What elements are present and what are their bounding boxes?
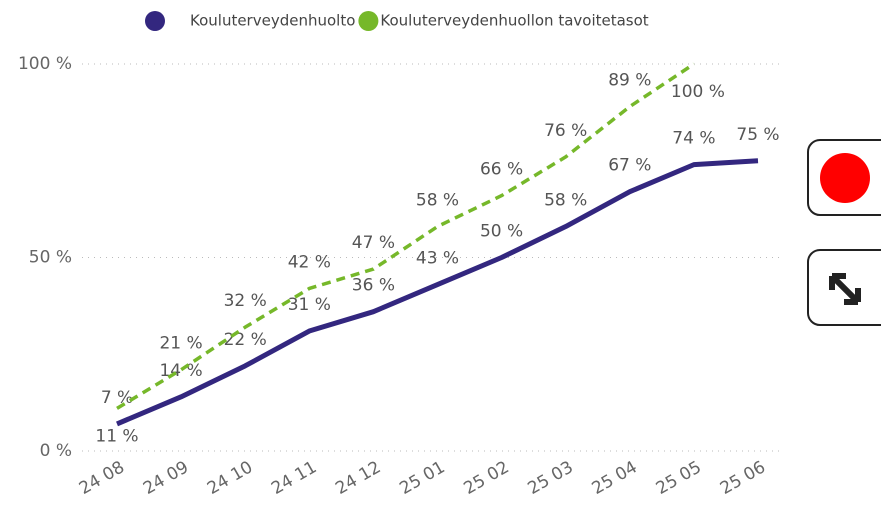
- legend-marker: [358, 11, 379, 31]
- data-label: 50 %: [480, 222, 523, 242]
- data-label: 32 %: [224, 291, 267, 311]
- x-tick-label: 24 08: [76, 457, 128, 499]
- legend-label: Kouluterveydenhuolto: [190, 12, 355, 30]
- series-line: [116, 62, 695, 410]
- data-label: 42 %: [288, 252, 331, 272]
- data-label: 11 %: [95, 426, 138, 446]
- x-tick-label: 24 12: [332, 457, 384, 499]
- data-label: 67 %: [608, 156, 651, 176]
- x-tick-label: 24 11: [268, 457, 320, 499]
- data-label: 21 %: [159, 334, 202, 354]
- data-label: 89 %: [608, 71, 651, 91]
- legend-label: Kouluterveydenhuollon tavoitetasot: [380, 12, 648, 30]
- y-tick-label: 0 %: [40, 441, 72, 461]
- data-label: 14 %: [159, 361, 202, 381]
- data-label: 31 %: [288, 295, 331, 315]
- x-tick-label: 24 10: [204, 457, 256, 499]
- x-tick-label: 25 01: [396, 457, 448, 499]
- data-label: 76 %: [544, 121, 587, 141]
- data-label: 58 %: [416, 191, 459, 211]
- x-tick-label: 25 04: [589, 457, 641, 499]
- data-label: 100 %: [671, 82, 725, 102]
- data-label: 43 %: [416, 249, 459, 269]
- data-label: 74 %: [672, 129, 715, 149]
- data-label: 75 %: [736, 125, 779, 145]
- data-label: 7 %: [101, 388, 133, 408]
- x-tick-label: 24 09: [140, 457, 192, 499]
- data-label: 36 %: [352, 276, 395, 296]
- x-tick-label: 25 03: [525, 457, 577, 499]
- data-label: 66 %: [480, 160, 523, 180]
- y-tick-label: 50 %: [29, 248, 72, 268]
- x-tick-label: 25 05: [653, 457, 705, 499]
- series-line: [116, 158, 759, 427]
- legend-marker: [145, 11, 165, 31]
- data-label: 22 %: [224, 330, 267, 350]
- x-tick-label: 25 06: [717, 457, 769, 499]
- arrow-button[interactable]: [807, 249, 881, 326]
- record-button[interactable]: [807, 139, 881, 216]
- x-tick-label: 25 02: [460, 457, 512, 499]
- y-tick-label: 100 %: [18, 54, 72, 74]
- data-label: 47 %: [352, 233, 395, 253]
- data-label: 58 %: [544, 191, 587, 211]
